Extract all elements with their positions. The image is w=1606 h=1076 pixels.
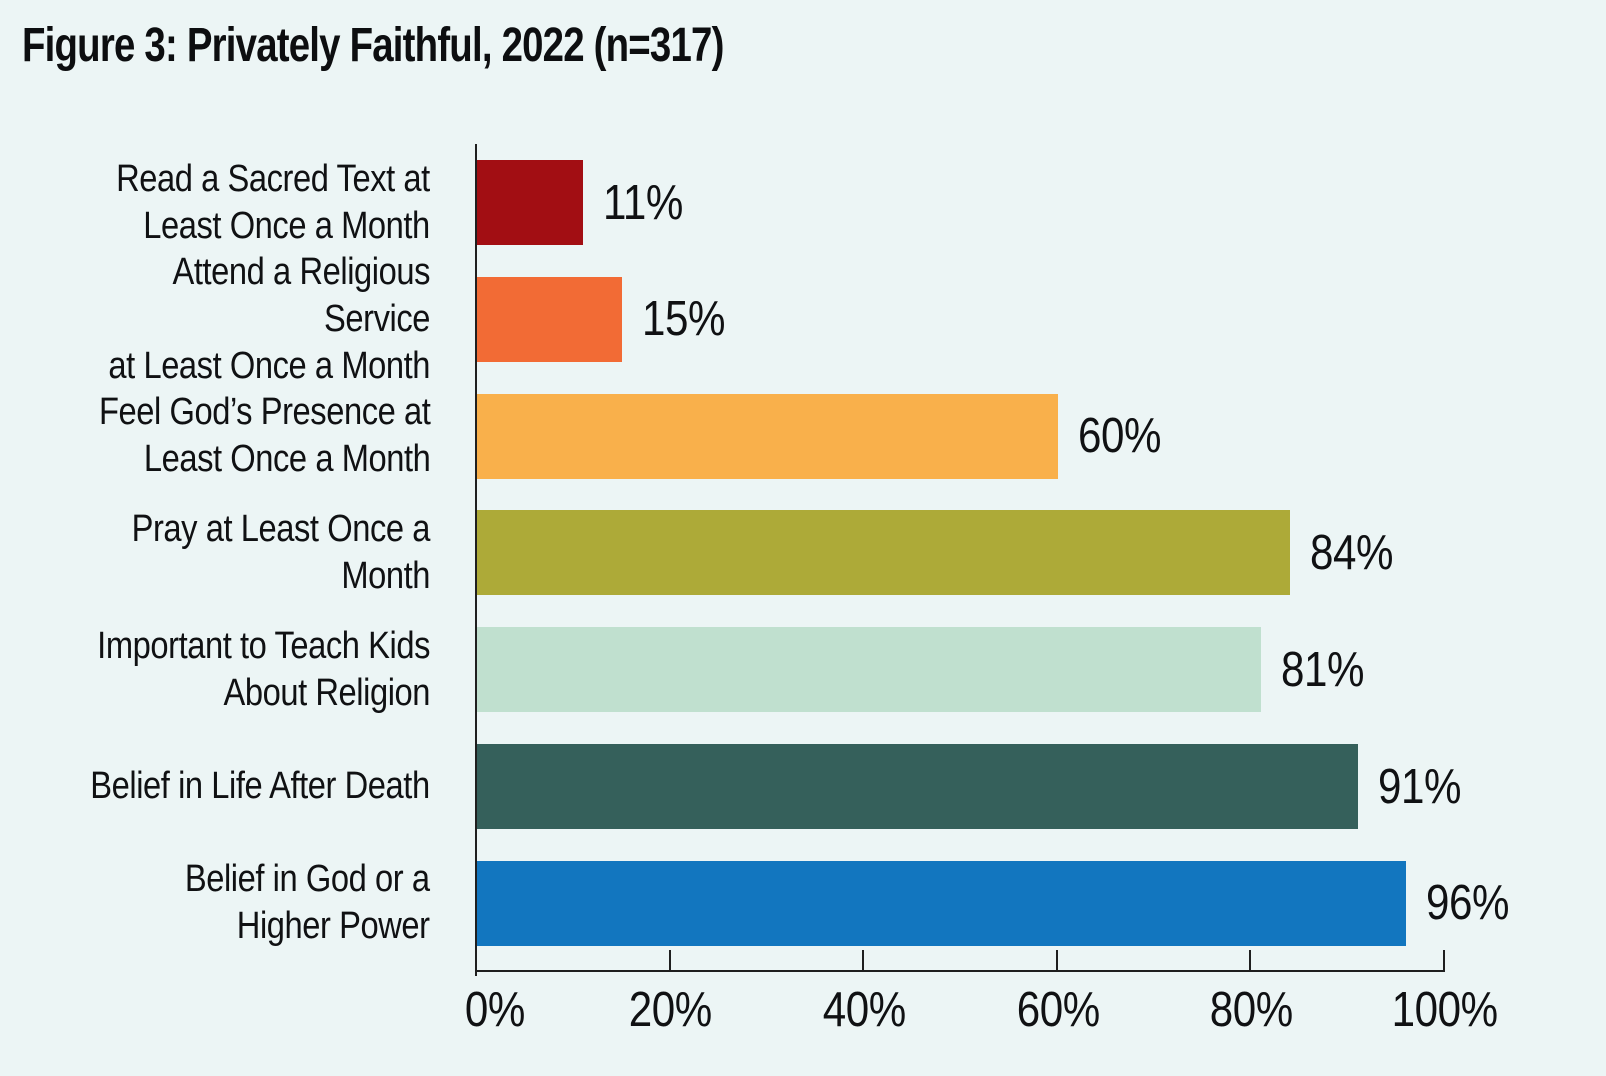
value-label: 60% [1078,394,1175,479]
category-label: Belief in God or a Higher Power [0,858,430,947]
category-label-text: Belief in God or a Higher Power [185,858,430,948]
x-axis-tick-label: 100% [1335,982,1555,1038]
value-label: 96% [1426,861,1523,946]
x-axis-tick-label-text: 40% [822,983,906,1037]
value-label-text: 96% [1426,876,1510,931]
value-label: 84% [1310,510,1407,595]
value-label-text: 60% [1077,409,1161,464]
value-label: 15% [642,277,739,362]
bar [477,510,1291,596]
x-axis-tick-label: 80% [1141,982,1361,1038]
chart-title: Figure 3: Privately Faithful, 2022 (n=31… [22,19,724,72]
bar [477,276,623,362]
x-axis-tick-label-text: 80% [1209,983,1293,1037]
bar [477,744,1358,829]
bar-row: Read a Sacred Text at Least Once a Month 1… [0,158,1606,247]
x-axis-tick [1443,950,1445,970]
value-label: 81% [1281,627,1378,712]
category-label: Attend a Religious Service at Least Once … [0,251,430,387]
x-axis-tick-label: 40% [754,982,974,1038]
category-label-text: Belief in Life After Death [90,765,431,807]
value-label-text: 91% [1377,759,1461,814]
category-label-text: Read a Sacred Text at Least Once a Month [116,157,430,247]
bar-row: Belief in Life After Death 91% [0,744,1606,829]
value-label-text: 11% [603,175,684,230]
x-axis-tick-label-text: 0% [464,983,526,1037]
x-axis-tick-label-text: 100% [1391,983,1499,1037]
x-axis-tick-label-text: 20% [629,983,713,1037]
category-label: Belief in Life After Death [0,744,431,829]
category-label: Pray at Least Once a Month [0,508,431,597]
category-label-text: Pray at Least Once a Month [131,507,431,597]
bar-row: Attend a Religious Service at Least Once … [0,251,1606,387]
category-label: Important to Teach Kids About Religion [0,625,430,714]
x-axis-tick-label: 0% [385,982,605,1038]
bar-row: Belief in God or a Higher Power 96% [0,858,1606,947]
category-label: Feel God’s Presence at Least Once a Month [0,391,431,480]
y-axis-line [475,144,477,976]
x-axis-tick [862,950,865,970]
bar [477,393,1058,479]
bar-row: Important to Teach Kids About Religion 81% [0,625,1606,714]
category-label-text: Important to Teach Kids About Religion [97,624,430,714]
bar-row: Pray at Least Once a Month 84% [0,508,1606,597]
x-axis-line [475,970,1445,972]
category-label: Read a Sacred Text at Least Once a Month [0,158,430,247]
category-label-text: Attend a Religious Service at Least Once … [108,250,430,387]
x-axis-tick-label-text: 60% [1016,983,1100,1037]
value-label-text: 15% [642,292,726,347]
value-label: 11% [603,160,696,245]
category-label-text: Feel God’s Presence at Least Once a Month [98,391,431,481]
bar [477,627,1262,713]
value-label-text: 84% [1310,525,1394,580]
x-axis-tick [1249,950,1252,970]
bar-row: Feel God’s Presence at Least Once a Month… [0,391,1606,480]
x-axis-tick-label: 60% [948,982,1168,1038]
value-label-text: 81% [1281,642,1365,697]
x-axis-tick [1055,950,1058,970]
bar [477,160,584,245]
value-label: 91% [1378,744,1475,829]
x-axis-tick-label: 20% [561,982,781,1038]
bar [477,860,1407,946]
x-axis-tick [668,950,671,970]
